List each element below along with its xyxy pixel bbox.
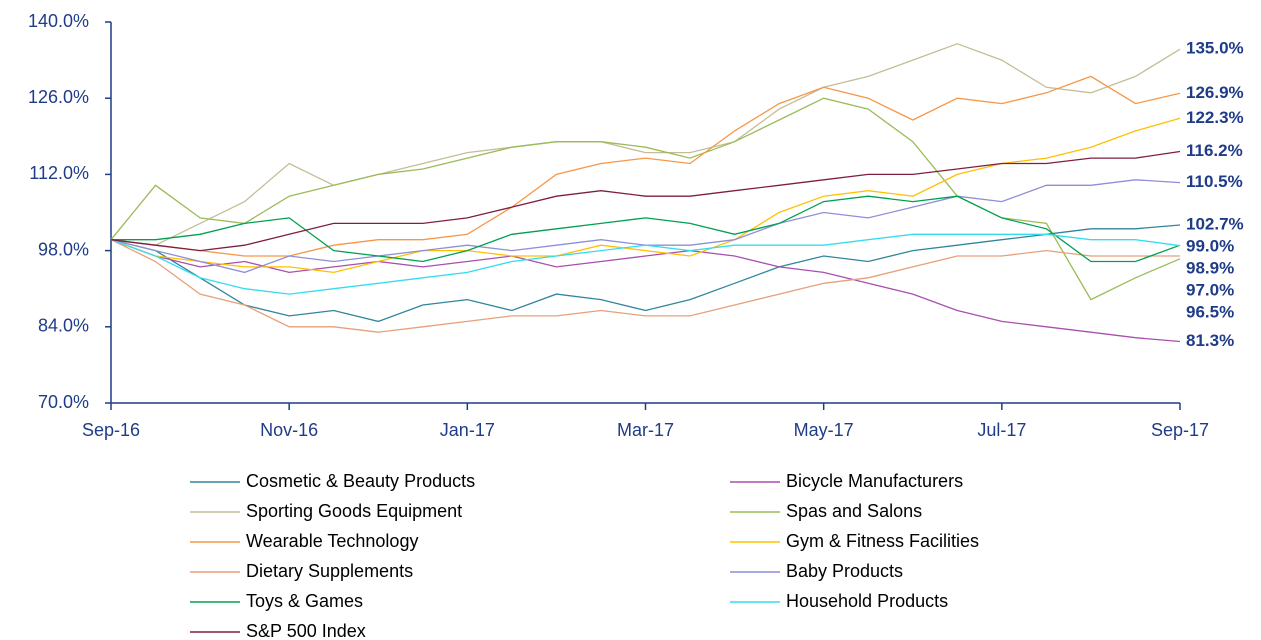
x-tick-label: Sep-16 (82, 420, 140, 440)
end-label: 96.5% (1186, 303, 1234, 322)
y-tick-label: 70.0% (38, 392, 89, 412)
y-tick-label: 112.0% (29, 163, 89, 183)
end-label: 116.2% (1186, 141, 1243, 160)
series-line (111, 195, 1181, 263)
legend-label: Dietary Supplements (246, 561, 413, 581)
end-label: 81.3% (1186, 331, 1234, 350)
x-tick-label: Nov-16 (260, 420, 318, 440)
x-tick-label: May-17 (794, 420, 854, 440)
series-line (110, 97, 1181, 301)
y-tick-label: 84.0% (38, 316, 89, 336)
series-line (110, 75, 1181, 257)
x-tick-label: Mar-17 (617, 420, 674, 440)
series-line (110, 233, 1181, 295)
legend-label: Bicycle Manufacturers (786, 471, 963, 491)
end-label: 99.0% (1186, 237, 1234, 256)
end-label: 97.0% (1186, 281, 1234, 300)
legend-label: Toys & Games (246, 591, 363, 611)
x-tick-label: Jul-17 (977, 420, 1026, 440)
series-line (110, 239, 1181, 343)
end-label: 110.5% (1186, 172, 1243, 191)
legend-label: Household Products (786, 591, 948, 611)
series-line (110, 179, 1181, 274)
legend-label: Gym & Fitness Facilities (786, 531, 979, 551)
end-label: 102.7% (1186, 215, 1244, 234)
series-line (110, 224, 1181, 323)
legend-label: Wearable Technology (246, 531, 418, 551)
x-tick-label: Sep-17 (1151, 420, 1209, 440)
end-label: 135.0% (1186, 39, 1244, 58)
end-label: 122.3% (1186, 108, 1244, 127)
end-label: 98.9% (1186, 259, 1234, 278)
series-line (110, 43, 1181, 246)
legend-label: Sporting Goods Equipment (246, 501, 462, 521)
legend-label: S&P 500 Index (246, 621, 366, 640)
legend-label: Cosmetic & Beauty Products (246, 471, 475, 491)
series-line (110, 150, 1181, 252)
legend-label: Spas and Salons (786, 501, 922, 521)
end-label: 126.9% (1186, 83, 1244, 102)
series-line (110, 239, 1180, 333)
x-tick-label: Jan-17 (440, 420, 495, 440)
y-tick-label: 126.0% (28, 87, 89, 107)
y-tick-label: 98.0% (38, 239, 89, 259)
legend-label: Baby Products (786, 561, 903, 581)
y-tick-label: 140.0% (28, 11, 89, 31)
